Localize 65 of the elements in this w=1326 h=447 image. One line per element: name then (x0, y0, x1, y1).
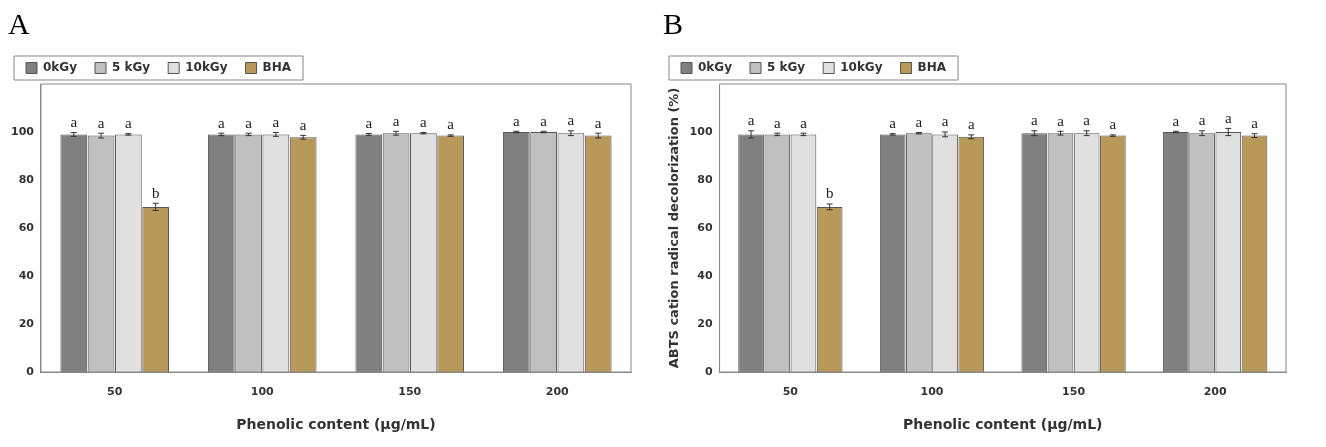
y-tick-label: 0 (26, 364, 35, 378)
x-axis-title: Phenolic content (µg/mL) (903, 416, 1103, 433)
chart-title: B (663, 6, 684, 40)
x-tick-label: 100 (920, 385, 944, 399)
data-label: a (299, 116, 307, 133)
x-tick-label: 50 (782, 385, 799, 399)
data-label: a (70, 113, 78, 130)
legend-label: BHA (262, 60, 292, 75)
data-label: a (1224, 109, 1232, 126)
data-label: a (915, 113, 923, 130)
y-tick-label: 60 (697, 220, 713, 234)
chart-title: A (8, 6, 30, 40)
data-label: a (217, 114, 225, 131)
data-label: a (800, 114, 808, 131)
data-label: b (151, 184, 160, 201)
data-label: a (125, 115, 133, 132)
legend-label: BHA (917, 60, 947, 75)
data-label: a (540, 112, 548, 129)
y-tick-label: 80 (18, 172, 35, 186)
data-label: a (889, 115, 897, 132)
data-label: a (773, 114, 781, 131)
y-tick-label: 80 (697, 172, 713, 186)
x-tick-label: 100 (250, 385, 275, 399)
legend-label: 5 kGy (112, 60, 151, 75)
x-tick-label: 150 (398, 385, 422, 399)
data-label: a (1057, 112, 1065, 129)
legend-label: 10kGy (840, 60, 883, 75)
legend-label: 5 kGy (767, 60, 806, 75)
data-label: a (1083, 112, 1091, 129)
y-axis-title: ABTS cation radical decolorization (%) (666, 87, 682, 369)
y-tick-label: 100 (10, 124, 35, 138)
data-label: a (1109, 116, 1117, 133)
x-tick-label: 200 (1203, 385, 1228, 399)
data-label: a (392, 112, 400, 129)
data-label: a (1198, 112, 1206, 129)
data-label: b (825, 185, 834, 202)
legend-label: 10kGy (185, 60, 228, 75)
y-tick-label: 100 (689, 124, 713, 138)
y-tick-label: 20 (18, 316, 35, 330)
data-label: a (272, 113, 280, 130)
x-tick-label: 150 (1062, 385, 1086, 399)
data-label: a (594, 114, 602, 131)
x-axis-title: Phenolic content (µg/mL) (236, 416, 436, 433)
data-label: a (1251, 115, 1259, 132)
y-tick-label: 60 (18, 220, 35, 234)
data-label: a (747, 112, 755, 129)
data-label: a (245, 114, 253, 131)
y-tick-label: 40 (18, 268, 35, 282)
data-label: a (567, 112, 575, 129)
y-tick-label: 40 (697, 268, 713, 282)
x-tick-label: 200 (545, 385, 570, 399)
y-tick-label: 0 (704, 364, 713, 378)
x-tick-label: 50 (107, 385, 123, 399)
legend-label: 0kGy (698, 60, 733, 75)
data-label: a (447, 116, 455, 133)
y-tick-label: 20 (697, 316, 713, 330)
data-label: a (420, 113, 428, 130)
data-label: a (967, 116, 975, 133)
data-label: a (97, 114, 105, 131)
data-label: a (1030, 112, 1038, 129)
data-label: a (365, 114, 373, 131)
data-label: a (941, 113, 949, 130)
data-label: a (1172, 112, 1180, 129)
data-label: a (512, 112, 520, 129)
legend-label: 0kGy (43, 60, 78, 75)
